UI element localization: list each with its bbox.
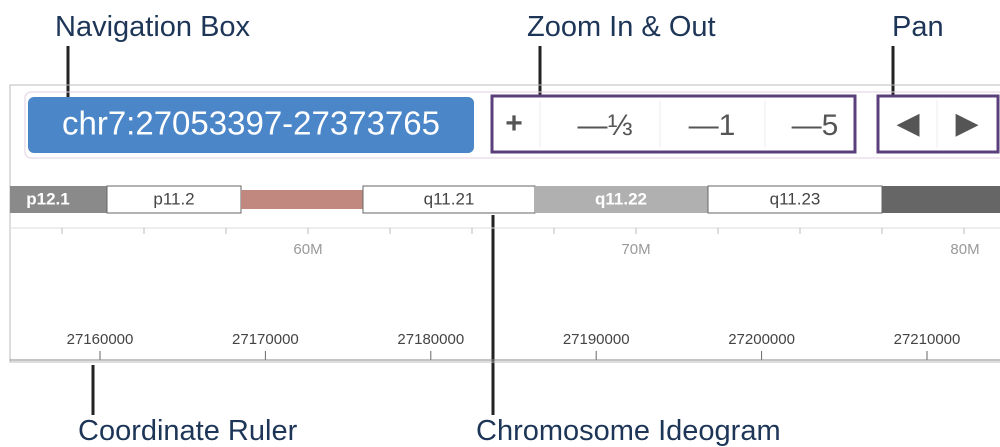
pan-group (876, 94, 1000, 154)
annotation: Navigation Box (55, 11, 251, 43)
ruler-label: 27160000 (67, 331, 134, 348)
zoom-group (490, 94, 857, 154)
centromere (241, 190, 363, 209)
zoom-button[interactable]: —1 (689, 109, 736, 142)
band-label: p11.2 (153, 189, 194, 208)
coordinate-ruler: 27160000 27170000 27180000 27190000 27200000… (67, 331, 961, 360)
band-label: q11.21 (424, 189, 475, 208)
ruler-label: 27200000 (728, 331, 795, 348)
ruler-label: 27180000 (397, 331, 464, 348)
scale-label: 70M (621, 241, 650, 258)
annotation: Coordinate Ruler (78, 415, 298, 447)
pan-button[interactable]: ◀ (896, 107, 919, 140)
band (362, 185, 536, 214)
ruler-label: 27170000 (232, 331, 299, 348)
annotation: Zoom In & Out (527, 11, 716, 43)
annotation: Pan (892, 11, 944, 43)
band-label: p12.1 (26, 189, 69, 208)
zoom-button[interactable]: —⅓ (577, 109, 632, 142)
scale-ticks (61, 228, 965, 234)
dividers (539, 100, 938, 148)
toolbar (24, 91, 1000, 159)
ruler-label: 27190000 (563, 331, 630, 348)
pan-button[interactable]: ▶ (955, 107, 978, 140)
band (882, 186, 1000, 213)
zoom-button[interactable]: + (505, 107, 523, 140)
band (535, 186, 708, 213)
annotation: Chromosome Ideogram (476, 415, 781, 447)
browser-panel (9, 84, 1000, 363)
ideogram: p12.1 p11.2 q11.21 q11.22 q11.23 (10, 185, 1000, 214)
zoom-button[interactable]: —5 (792, 109, 839, 142)
pointer-lines (66, 46, 895, 415)
scale-label: 80M (950, 241, 979, 258)
position-text[interactable]: chr7:27053397-27373765 (62, 105, 440, 142)
scale-label: 60M (293, 241, 322, 258)
navigation-box[interactable] (28, 97, 474, 153)
ruler-label: 27210000 (894, 331, 961, 348)
band (10, 186, 107, 213)
band-label: q11.23 (770, 189, 821, 208)
band-label: q11.22 (595, 189, 647, 208)
